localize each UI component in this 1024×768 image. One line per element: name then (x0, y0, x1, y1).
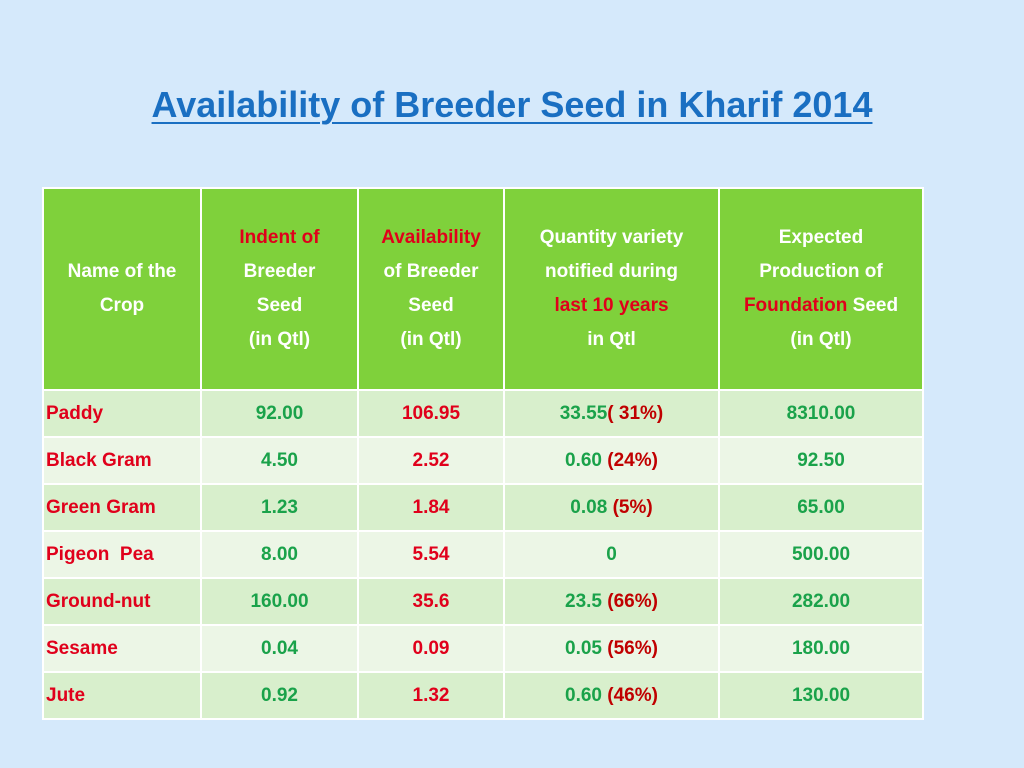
header-expected-line2: Production of (759, 261, 883, 282)
crop-name-cell: Pigeon Pea (42, 530, 202, 579)
header-quantity-line1: Quantity variety (539, 227, 684, 248)
crop-name-cell: Black Gram (42, 436, 202, 485)
expected-cell: 500.00 (718, 530, 924, 579)
header-indent-line3: Seed (256, 295, 303, 316)
table-row: Ground-nut 160.00 35.6 23.5 (66%) 282.00 (42, 577, 924, 626)
quantity-value: 0.60 (565, 449, 602, 471)
indent-cell: 92.00 (200, 389, 359, 438)
header-quantity-line3: last 10 years (554, 295, 669, 316)
availability-cell: 2.52 (357, 436, 505, 485)
expected-cell: 282.00 (718, 577, 924, 626)
crop-name-cell: Ground-nut (42, 577, 202, 626)
quantity-percent: (56%) (607, 637, 658, 659)
crop-name-cell: Sesame (42, 624, 202, 673)
header-expected: Expected Production of Foundation Seed (… (718, 187, 924, 391)
header-expected-foundation: Foundation (743, 295, 848, 316)
quantity-value: 0.08 (570, 496, 608, 518)
table-row: Pigeon Pea 8.00 5.54 0 500.00 (42, 530, 924, 579)
quantity-value: 23.5 (565, 590, 602, 612)
availability-cell: 0.09 (357, 624, 505, 673)
header-crop-line2: Crop (99, 295, 145, 316)
header-crop-line1: Name of the (67, 261, 177, 282)
crop-name-cell: Paddy (42, 389, 202, 438)
availability-cell: 35.6 (357, 577, 505, 626)
quantity-percent: (5%) (612, 496, 653, 518)
breeder-seed-table: Name of the Crop Indent of Breeder Seed … (42, 187, 924, 720)
quantity-cell: 0.08 (5%) (503, 483, 720, 532)
quantity-cell: 0.60 (24%) (503, 436, 720, 485)
availability-cell: 5.54 (357, 530, 505, 579)
table-row: Sesame 0.04 0.09 0.05 (56%) 180.00 (42, 624, 924, 673)
header-indent-line4: (in Qtl) (248, 329, 311, 350)
table-row: Green Gram 1.23 1.84 0.08 (5%) 65.00 (42, 483, 924, 532)
header-expected-line3: Foundation Seed (722, 289, 920, 323)
indent-cell: 4.50 (200, 436, 359, 485)
quantity-value: 33.55 (559, 402, 608, 424)
quantity-cell: 0.60 (46%) (503, 671, 720, 720)
expected-cell: 180.00 (718, 624, 924, 673)
table-row: Paddy 92.00 106.95 33.55( 31%) 8310.00 (42, 389, 924, 438)
availability-cell: 106.95 (357, 389, 505, 438)
header-availability-line3: Seed (408, 295, 454, 316)
header-quantity-line4: in Qtl (587, 329, 636, 350)
header-quantity-line2: notified during (545, 261, 678, 282)
quantity-percent: ( 31%) (607, 402, 664, 424)
table-row: Jute 0.92 1.32 0.60 (46%) 130.00 (42, 671, 924, 720)
indent-cell: 160.00 (200, 577, 359, 626)
expected-cell: 8310.00 (718, 389, 924, 438)
indent-cell: 0.04 (200, 624, 359, 673)
slide-title: Availability of Breeder Seed in Kharif 2… (151, 84, 873, 125)
header-expected-line4: (in Qtl) (790, 329, 852, 350)
header-quantity: Quantity variety notified during last 10… (503, 187, 720, 391)
table-row: Black Gram 4.50 2.52 0.60 (24%) 92.50 (42, 436, 924, 485)
quantity-cell: 0.05 (56%) (503, 624, 720, 673)
header-availability-line2: of Breeder (383, 261, 479, 282)
expected-cell: 130.00 (718, 671, 924, 720)
header-availability-line4: (in Qtl) (400, 329, 462, 350)
indent-cell: 0.92 (200, 671, 359, 720)
quantity-cell: 0 (503, 530, 720, 579)
header-crop-name: Name of the Crop (42, 187, 202, 391)
quantity-cell: 23.5 (66%) (503, 577, 720, 626)
expected-cell: 65.00 (718, 483, 924, 532)
availability-cell: 1.32 (357, 671, 505, 720)
header-indent: Indent of Breeder Seed (in Qtl) (200, 187, 359, 391)
availability-cell: 1.84 (357, 483, 505, 532)
crop-name-cell: Jute (42, 671, 202, 720)
header-availability: Availability of Breeder Seed (in Qtl) (357, 187, 505, 391)
header-indent-line2: Breeder (243, 261, 316, 282)
expected-cell: 92.50 (718, 436, 924, 485)
quantity-percent: (66%) (607, 590, 658, 612)
header-indent-line1: Indent of (239, 227, 320, 248)
header-expected-line1: Expected (778, 227, 864, 248)
quantity-percent: (24%) (607, 449, 658, 471)
header-availability-line1: Availability (381, 227, 481, 248)
table-header-row: Name of the Crop Indent of Breeder Seed … (42, 187, 924, 391)
indent-cell: 1.23 (200, 483, 359, 532)
crop-name-cell: Green Gram (42, 483, 202, 532)
quantity-value: 0.60 (565, 684, 602, 706)
indent-cell: 8.00 (200, 530, 359, 579)
quantity-value: 0 (606, 543, 617, 565)
header-expected-seed: Seed (852, 295, 899, 316)
quantity-percent: (46%) (607, 684, 658, 706)
quantity-value: 0.05 (565, 637, 602, 659)
quantity-cell: 33.55( 31%) (503, 389, 720, 438)
